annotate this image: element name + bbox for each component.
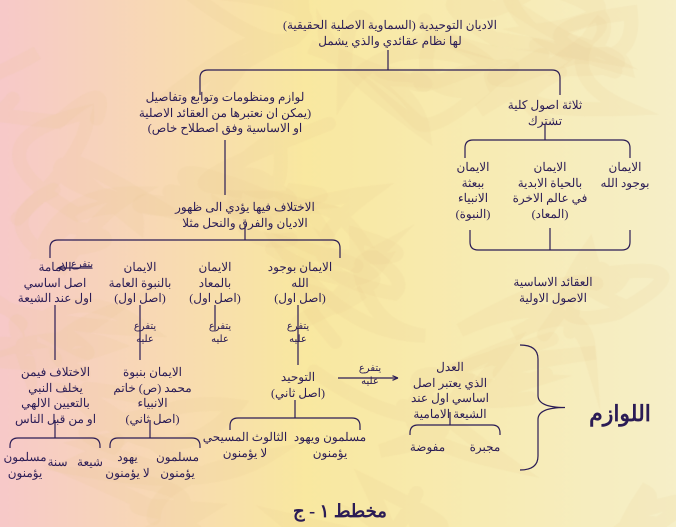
node-b1: التوحيد (اصل ثاني) — [258, 370, 338, 401]
node-b2: الايمان بنبوة محمد (ص) خاتم الانبياء (اص… — [105, 365, 200, 427]
node-l3: الايمان بالنبوة العامة (اصل اول) — [100, 260, 180, 307]
node-taw_c2: الثالوث المسيحي لا يؤمنون — [200, 430, 290, 461]
diagram-caption: مخطط ١ - ج — [270, 500, 410, 523]
node-kh_c3: مسلمون يؤمنون — [0, 450, 50, 481]
branch-label-adlb: يتفرع عليه — [350, 362, 390, 388]
node-adl: العدل الذي يعتبر اصل اساسي اول عند الشيع… — [400, 360, 500, 422]
node-kh_c1: شيعة — [70, 455, 110, 471]
branch-label-l4b: يتفرع — [62, 258, 102, 271]
branch-label-l2b: يتفرع عليه — [200, 320, 240, 346]
node-r3: الايمان ببعثة الانبياء (النبوة) — [438, 160, 508, 222]
node-b3: الاختلاف فيمن يخلف النبي بالتعيين الالهي… — [8, 365, 103, 427]
node-l1: الايمان بوجود الله (اصل اول) — [255, 260, 345, 307]
node-root: الاديان التوحيدية (السماوية الاصلية الحق… — [280, 18, 500, 49]
node-r_bottom: العقائد الاساسية الاصول الاولية — [498, 275, 608, 306]
node-l2: الايمان بالمعاد (اصل اول) — [180, 260, 250, 307]
node-r1: الايمان بوجود الله — [590, 160, 660, 191]
branch-label-l1b: يتفرع عليه — [278, 320, 318, 346]
node-r2: الايمان بالحياة الابدية في عالم الاخرة (… — [510, 160, 590, 222]
node-taw_c1: مسلمون ويهود يؤمنون — [290, 430, 370, 461]
node-right_main: ثلاثة اصول كلية تشترك — [490, 98, 600, 129]
branch-label-l3b: يتفرع عليه — [125, 320, 165, 346]
node-left_main: لوازم ومنظومات وتوابع وتفاصيل (يمكن ان ن… — [115, 90, 335, 137]
node-adl_c2: مفوضة — [400, 440, 455, 456]
node-nab_c1: مسلمون يؤمنون — [150, 450, 205, 481]
lawazim-title: اللوازم — [570, 400, 670, 429]
node-adl_c1: مجبرة — [460, 440, 510, 456]
node-left_sub: الاختلاف فيها يؤدي الى ظهور الاديان والف… — [150, 200, 340, 231]
